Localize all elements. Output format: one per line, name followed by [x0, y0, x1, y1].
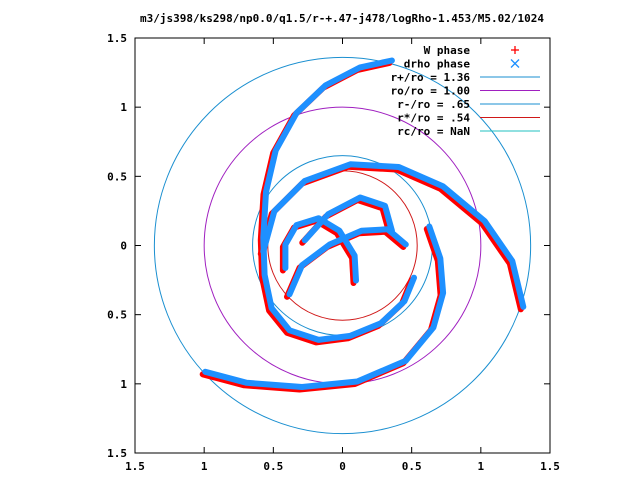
legend-label: rc/ro = NaN [397, 125, 470, 138]
circle-r-radius [153, 56, 532, 435]
chart-title: m3/js398/ks298/np0.0/q1.5/r-+.47-j478/lo… [140, 12, 544, 25]
y-tick-label: 1 [120, 101, 127, 114]
x-tick-label: 0.5 [402, 460, 422, 473]
legend-label: drho phase [404, 58, 471, 71]
legend-marker-plus-icon [511, 46, 519, 54]
x-tick-label: 1 [478, 460, 485, 473]
x-tick-label: 1.5 [125, 460, 145, 473]
drho-phase-arm-3 [202, 223, 447, 390]
spiral-arms [199, 57, 527, 393]
legend-label: W phase [424, 44, 471, 57]
legend-marker-cross-icon [510, 59, 520, 68]
x-tick-label: 1.5 [540, 460, 560, 473]
x-axis-tick-labels: 1.5 1 0.5 0 0.5 1 1.5 [125, 460, 560, 473]
drho-phase-arm-5 [260, 161, 527, 310]
y-axis-tick-labels: 1.5 1 0.5 0 0.5 1 1.5 [107, 32, 127, 460]
legend-label: ro/ro = 1.00 [391, 85, 470, 98]
drho-phase-arm-1 [260, 57, 417, 343]
x-tick-label: 0.5 [263, 460, 283, 473]
y-tick-label: 0 [120, 240, 127, 253]
drho-phase-arm-4 [301, 194, 395, 244]
y-tick-label: 0.5 [107, 309, 127, 322]
x-tick-label: 0 [339, 460, 346, 473]
legend-label: r*/ro = .54 [397, 112, 470, 125]
y-tick-label: 1.5 [107, 32, 127, 45]
axis-ticks [134, 37, 551, 454]
y-tick-label: 1.5 [107, 447, 127, 460]
drho-phase-arm-6 [282, 215, 359, 284]
x-tick-label: 1 [201, 460, 208, 473]
legend-label: r-/ro = .65 [397, 98, 470, 111]
y-tick-label: 0.5 [107, 170, 127, 183]
y-tick-label: 1 [120, 378, 127, 391]
legend-label: r+/ro = 1.36 [391, 71, 471, 84]
